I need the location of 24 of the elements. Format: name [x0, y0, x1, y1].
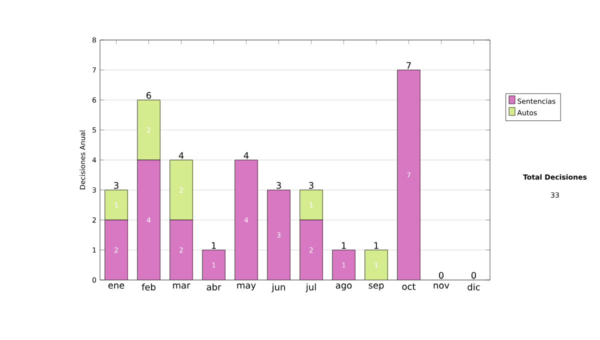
x-tick-label: oct: [402, 284, 416, 290]
total-label: 1: [212, 242, 216, 249]
x-tick-label: may: [237, 284, 256, 290]
total-label: 4: [178, 152, 184, 159]
total-label: 3: [276, 182, 281, 189]
x-tick-label: ene: [108, 284, 124, 289]
total-label: 4: [244, 152, 249, 159]
x-tick-label: ago: [336, 284, 352, 290]
total-label: 1: [374, 242, 378, 249]
total-label: 3: [114, 182, 118, 189]
total-label: 7: [406, 62, 411, 69]
x-tick-label: feb: [142, 284, 156, 290]
total-label: 1: [342, 242, 346, 249]
total-label: 3: [309, 182, 314, 189]
total-label: 0: [438, 272, 444, 279]
x-tick-label: dic: [468, 284, 480, 290]
x-tick-label: abr: [206, 284, 222, 290]
total-label: 6: [146, 92, 152, 99]
x-tick-label: sep: [368, 284, 384, 290]
x-tick-label: nov: [434, 284, 450, 289]
x-tick-label: jun: [272, 284, 285, 292]
total-label: 0: [471, 272, 476, 279]
x-tick-label: mar: [173, 284, 190, 289]
x-tick-label: jul: [306, 284, 316, 292]
